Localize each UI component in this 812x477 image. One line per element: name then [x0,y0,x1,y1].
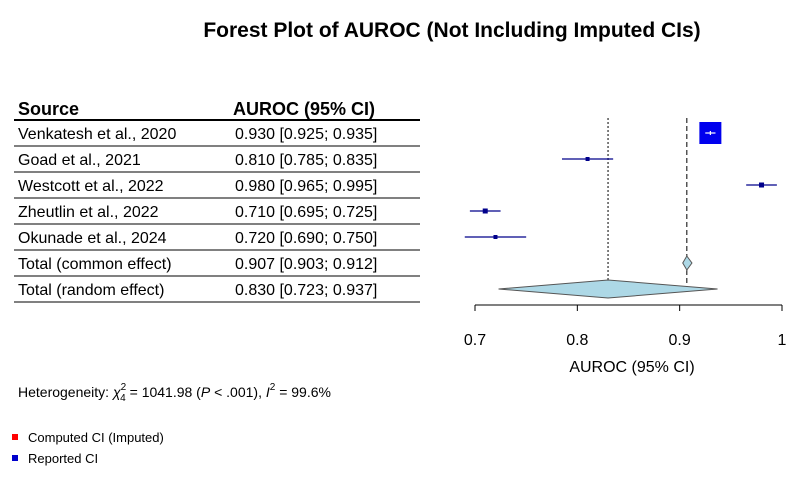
study-table: Venkatesh et al., 2020 0.930 [0.925; 0.93… [14,119,420,303]
table-cell-auroc: 0.720 [0.690; 0.750] [235,230,377,247]
heterogeneity-statistic: Heterogeneity: χ2 4 = 1041.98 (P < .001),… [18,382,331,404]
table-cell-source: Venkatesh et al., 2020 [18,126,176,143]
chart-title: Forest Plot of AUROC (Not Including Impu… [203,19,700,42]
legend-swatch-imputed [12,434,18,440]
table-cell-auroc: 0.810 [0.785; 0.835] [235,152,377,169]
column-header-auroc: AUROC (95% CI) [233,99,375,119]
table-cell-source: Okunade et al., 2024 [18,230,167,247]
x-axis-label: AUROC (95% CI) [569,359,694,376]
study-estimate-box [585,157,590,161]
study-estimate-box [482,208,488,214]
table-cell-source: Total (random effect) [18,282,164,299]
table-cell-auroc: 0.930 [0.925; 0.935] [235,126,377,143]
table-cell-auroc: 0.907 [0.903; 0.912] [235,256,377,273]
legend: Computed CI (Imputed) Reported CI [12,430,164,466]
table-cell-source: Total (common effect) [18,256,172,273]
plot-area [464,118,777,299]
study-estimate-box [493,235,498,239]
x-tick-label: 0.8 [566,332,588,349]
table-cell-source: Goad et al., 2021 [18,152,141,169]
x-tick-label: 0.9 [669,332,691,349]
legend-label-imputed: Computed CI (Imputed) [28,430,164,445]
legend-swatch-reported [12,455,18,461]
random-effect-diamond [498,279,718,299]
table-cell-auroc: 0.710 [0.695; 0.725] [235,204,377,221]
x-axis: 0.7 0.8 0.9 1 [464,304,787,349]
column-header-source: Source [18,99,79,119]
x-tick-label: 0.7 [464,332,486,349]
x-tick-label: 1 [778,332,787,349]
table-cell-auroc: 0.830 [0.723; 0.937] [235,282,377,299]
legend-label-reported: Reported CI [28,451,98,466]
table-cell-source: Zheutlin et al., 2022 [18,204,159,221]
table-cell-auroc: 0.980 [0.965; 0.995] [235,178,377,195]
common-effect-diamond [682,255,693,271]
table-cell-source: Westcott et al., 2022 [18,178,164,195]
study-estimate-box [759,182,765,188]
